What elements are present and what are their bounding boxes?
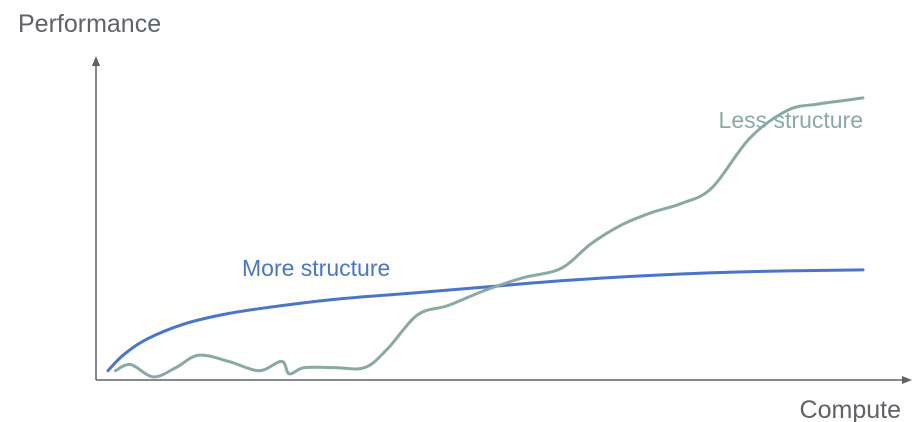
series-line-2	[114, 96, 865, 379]
series-layer: More structure Less structure	[106, 96, 865, 379]
series-label-1: More structure	[242, 255, 390, 281]
series-label-2: Less structure	[719, 107, 863, 133]
series-line-1	[106, 268, 865, 373]
y-axis-title: Performance	[18, 10, 161, 38]
axes	[92, 56, 912, 384]
y-axis-arrowhead	[92, 56, 100, 66]
x-axis-title: Compute	[800, 396, 901, 422]
x-axis-arrowhead	[902, 376, 912, 384]
